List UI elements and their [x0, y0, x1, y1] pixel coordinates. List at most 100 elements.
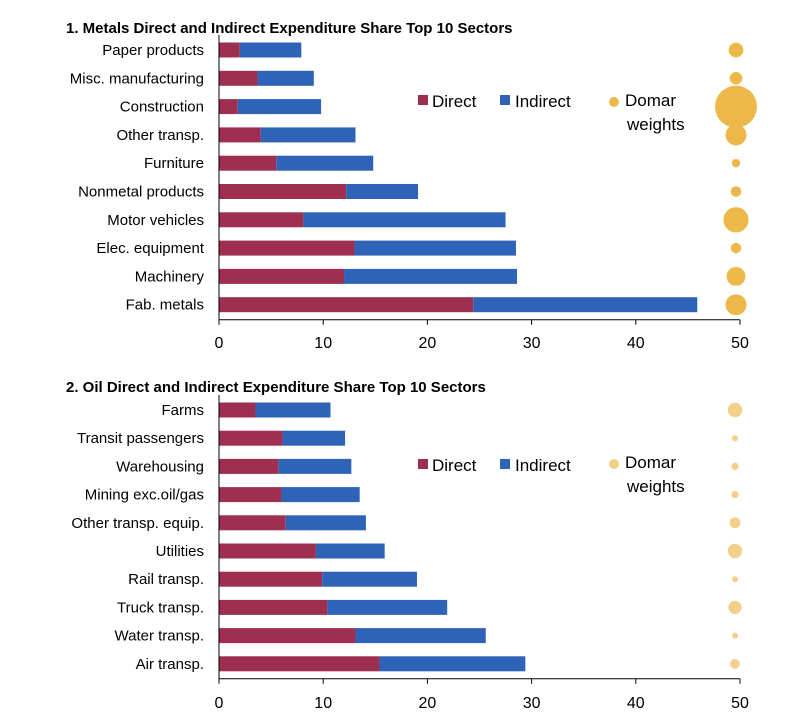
legend-domar-marker: [609, 97, 619, 107]
bar-indirect: [255, 402, 331, 418]
bar-direct: [219, 628, 356, 644]
bar-indirect: [354, 240, 516, 256]
bar-indirect: [257, 70, 314, 86]
category-label: Motor vehicles: [107, 212, 204, 229]
domar-weight-bubble: [729, 72, 743, 85]
legend-domar-label-line2: weights: [626, 115, 685, 134]
category-label: Water transp.: [115, 628, 204, 645]
domar-weight-bubble: [729, 517, 741, 529]
chart-title: 2. Oil Direct and Indirect Expenditure S…: [66, 379, 486, 396]
x-tick-label: 0: [215, 335, 224, 352]
domar-weight-bubble: [727, 543, 743, 559]
domar-weight-bubble: [715, 85, 757, 128]
x-tick-label: 50: [731, 335, 749, 352]
bar-direct: [219, 402, 256, 418]
bar-direct: [219, 212, 304, 228]
bar-direct: [219, 240, 355, 256]
bar-direct: [219, 297, 474, 313]
bar-direct: [219, 571, 323, 587]
chart-title: 1. Metals Direct and Indirect Expenditur…: [66, 20, 513, 37]
x-tick-label: 20: [419, 695, 437, 712]
bar-direct: [219, 268, 345, 284]
legend-domar-label: Domar: [625, 453, 676, 472]
bar-indirect: [276, 155, 374, 171]
bar-direct: [219, 99, 238, 115]
legend-direct-swatch: [418, 95, 428, 105]
bar-direct: [219, 127, 261, 143]
bar-direct: [219, 515, 286, 531]
domar-weight-bubble: [730, 186, 742, 197]
x-tick-label: 0: [215, 695, 224, 712]
x-tick-label: 40: [627, 695, 645, 712]
bar-direct: [219, 599, 328, 615]
bar-indirect: [322, 571, 417, 587]
bar-indirect: [346, 184, 419, 199]
bar-direct: [219, 656, 380, 672]
bar-indirect: [239, 42, 302, 58]
domar-weight-bubble: [732, 632, 738, 639]
bar-indirect: [327, 599, 448, 615]
bar-indirect: [260, 127, 356, 143]
category-label: Paper products: [102, 42, 204, 59]
category-label: Construction: [120, 99, 204, 116]
domar-weight-bubble: [731, 462, 739, 470]
domar-weight-bubble: [725, 294, 747, 316]
domar-weight-bubble: [728, 600, 742, 615]
category-label: Farms: [162, 402, 205, 419]
x-tick-label: 50: [731, 695, 749, 712]
domar-weight-bubble: [732, 435, 738, 442]
category-label: Machinery: [135, 268, 205, 285]
bar-indirect: [344, 268, 518, 284]
bar-indirect: [473, 297, 698, 313]
category-label: Furniture: [144, 155, 204, 172]
bar-direct: [219, 155, 277, 171]
bar-indirect: [355, 628, 486, 644]
category-label: Other transp.: [116, 127, 204, 144]
legend-indirect-label: Indirect: [515, 92, 571, 111]
legend-indirect-swatch: [500, 459, 510, 469]
domar-weight-bubble: [732, 576, 738, 583]
legend-domar-label-line2: weights: [626, 477, 685, 496]
domar-weight-bubble: [730, 659, 740, 669]
bar-indirect: [303, 212, 506, 228]
category-label: Utilities: [156, 543, 204, 560]
category-label: Rail transp.: [128, 571, 204, 588]
bar-indirect: [315, 543, 385, 559]
domar-weight-bubble: [731, 159, 741, 168]
x-tick-label: 40: [627, 335, 645, 352]
legend-indirect-swatch: [500, 95, 510, 105]
category-label: Misc. manufacturing: [70, 70, 204, 87]
legend-domar-label: Domar: [625, 91, 676, 110]
category-label: Air transp.: [136, 656, 204, 673]
bar-indirect: [285, 515, 366, 531]
x-tick-label: 10: [314, 695, 332, 712]
domar-weight-bubble: [731, 491, 739, 499]
bar-indirect: [237, 99, 322, 115]
x-tick-label: 10: [314, 335, 332, 352]
legend-direct-swatch: [418, 459, 428, 469]
category-label: Elec. equipment: [96, 240, 204, 257]
category-label: Other transp. equip.: [71, 515, 204, 532]
bar-indirect: [379, 656, 526, 672]
bar-indirect: [278, 458, 352, 474]
legend-direct-label: Direct: [432, 456, 477, 475]
category-label: Nonmetal products: [78, 184, 204, 201]
domar-weight-bubble: [726, 266, 746, 286]
bar-direct: [219, 184, 347, 199]
bar-direct: [219, 543, 316, 559]
category-label: Truck transp.: [117, 599, 204, 616]
bar-indirect: [281, 487, 360, 503]
domar-weight-bubble: [727, 402, 743, 418]
bar-direct: [219, 487, 282, 503]
x-tick-label: 20: [419, 335, 437, 352]
bar-direct: [219, 42, 240, 58]
category-label: Transit passengers: [77, 430, 204, 447]
legend-direct-label: Direct: [432, 92, 477, 111]
bar-indirect: [282, 430, 346, 446]
legend-indirect-label: Indirect: [515, 456, 571, 475]
category-label: Fab. metals: [126, 297, 204, 314]
domar-weight-bubble: [723, 207, 749, 233]
domar-weight-bubble: [728, 42, 744, 58]
legend-domar-marker: [609, 459, 619, 469]
